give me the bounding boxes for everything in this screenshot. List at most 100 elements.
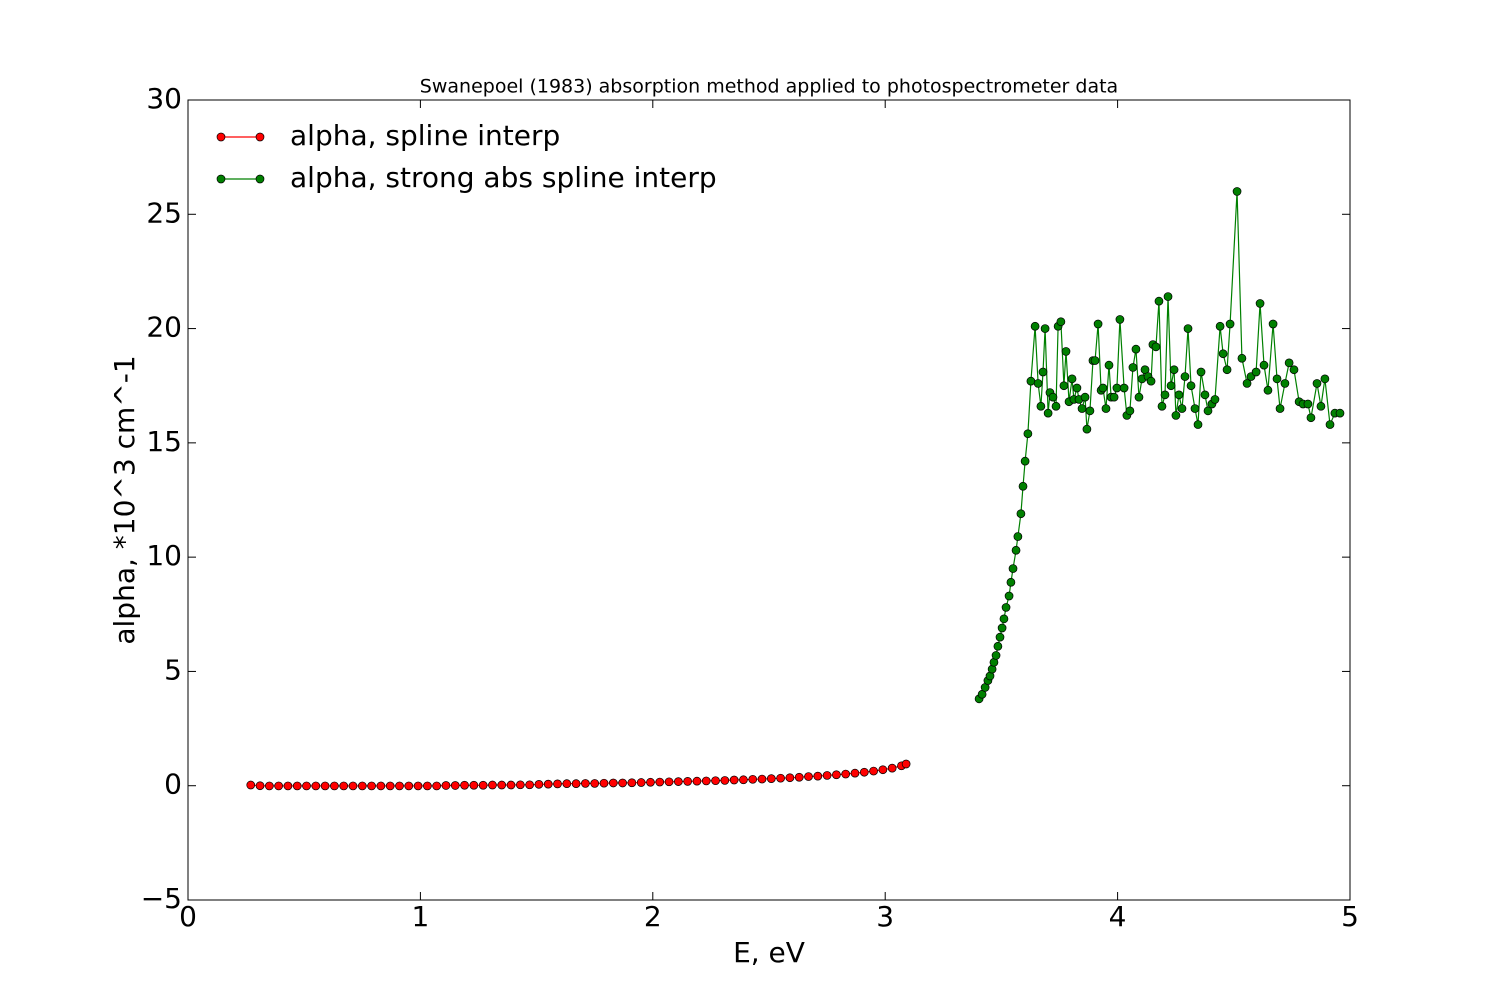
- data-point: [432, 781, 442, 791]
- data-point: [720, 776, 730, 785]
- data-point: [627, 778, 637, 788]
- y-tick-label: 30: [146, 82, 182, 115]
- y-tick-label: 0: [164, 768, 182, 801]
- data-point: [423, 781, 432, 791]
- data-point: [1023, 429, 1033, 439]
- data-point: [1090, 356, 1100, 365]
- data-point: [543, 779, 553, 789]
- data-point: [1157, 401, 1167, 411]
- data-point: [636, 778, 646, 787]
- x-tick-label: 5: [1341, 900, 1359, 933]
- data-point: [1085, 406, 1095, 416]
- data-point: [1033, 379, 1043, 388]
- data-point: [1163, 292, 1173, 301]
- data-point: [1183, 324, 1193, 333]
- y-tick-label: −5: [141, 882, 182, 915]
- data-point: [1222, 365, 1232, 375]
- data-point: [1020, 456, 1030, 466]
- data-point: [553, 779, 562, 789]
- x-tick-label: 1: [411, 900, 429, 933]
- data-point: [404, 781, 414, 791]
- data-point: [1169, 365, 1179, 375]
- data-point: [1232, 187, 1242, 196]
- data-point: [692, 776, 702, 786]
- data-point: [395, 781, 404, 791]
- data-point: [571, 779, 581, 789]
- data-point: [339, 781, 349, 791]
- data-point: [1303, 399, 1313, 409]
- data-point: [1255, 299, 1265, 308]
- data-point: [413, 781, 423, 791]
- data-point: [878, 765, 888, 775]
- data-point: [1072, 383, 1082, 393]
- data-point: [869, 766, 878, 776]
- data-point: [841, 769, 851, 779]
- data-point: [1006, 577, 1016, 587]
- data-point: [1048, 392, 1058, 402]
- data-point: [655, 777, 665, 787]
- data-point: [450, 781, 460, 790]
- data-point: [1210, 395, 1220, 404]
- data-point: [1043, 408, 1053, 418]
- data-point: [1067, 374, 1077, 384]
- data-point: [1093, 319, 1103, 329]
- series-line: [978, 191, 1341, 700]
- data-point: [246, 780, 256, 790]
- data-point: [664, 777, 674, 787]
- data-point: [1335, 408, 1345, 418]
- data-point: [1119, 383, 1129, 393]
- data-point: [525, 780, 534, 790]
- data-point: [1109, 392, 1119, 402]
- y-tick-label: 5: [164, 653, 182, 686]
- data-point: [608, 778, 618, 788]
- data-point: [1001, 603, 1011, 612]
- data-point: [766, 774, 776, 783]
- legend-label: alpha, spline interp: [290, 119, 560, 152]
- data-point: [683, 777, 693, 786]
- data-point: [1180, 372, 1190, 381]
- data-point: [302, 781, 311, 791]
- y-tick-label: 25: [146, 196, 182, 229]
- data-point: [1225, 319, 1235, 329]
- data-point: [995, 632, 1005, 642]
- chart-title: Swanepoel (1983) absorption method appli…: [420, 76, 1118, 98]
- data-point: [367, 781, 376, 791]
- data-point: [1196, 367, 1206, 377]
- data-point: [1056, 317, 1066, 327]
- data-point: [1059, 381, 1069, 391]
- data-point: [469, 780, 479, 790]
- data-point: [497, 780, 507, 790]
- data-point: [599, 778, 609, 788]
- data-point: [729, 775, 739, 785]
- data-point: [1151, 342, 1161, 352]
- data-point: [274, 781, 283, 791]
- data-point: [1190, 404, 1200, 413]
- data-point: [1215, 321, 1225, 331]
- legend-marker: [216, 132, 226, 142]
- x-tick-label: 4: [1109, 900, 1127, 933]
- data-point: [1280, 379, 1290, 388]
- data-point: [999, 614, 1009, 624]
- data-point: [1112, 383, 1122, 393]
- data-point: [1104, 360, 1114, 370]
- data-point: [1275, 404, 1285, 413]
- plot-frame: [187, 99, 1351, 901]
- data-point: [1284, 358, 1294, 368]
- data-point: [1306, 413, 1316, 423]
- data-point: [794, 772, 804, 782]
- data-point: [991, 651, 1001, 660]
- data-point: [1200, 390, 1210, 400]
- data-point: [1030, 321, 1040, 331]
- data-point: [515, 780, 525, 790]
- data-point: [478, 780, 488, 790]
- legend-marker: [216, 174, 226, 184]
- data-point: [1316, 401, 1326, 411]
- data-point: [1289, 365, 1299, 375]
- data-point: [859, 767, 869, 777]
- data-point: [1115, 315, 1125, 324]
- data-point: [1134, 392, 1144, 402]
- data-point: [348, 781, 358, 791]
- data-point: [997, 623, 1007, 633]
- data-point: [1154, 296, 1164, 306]
